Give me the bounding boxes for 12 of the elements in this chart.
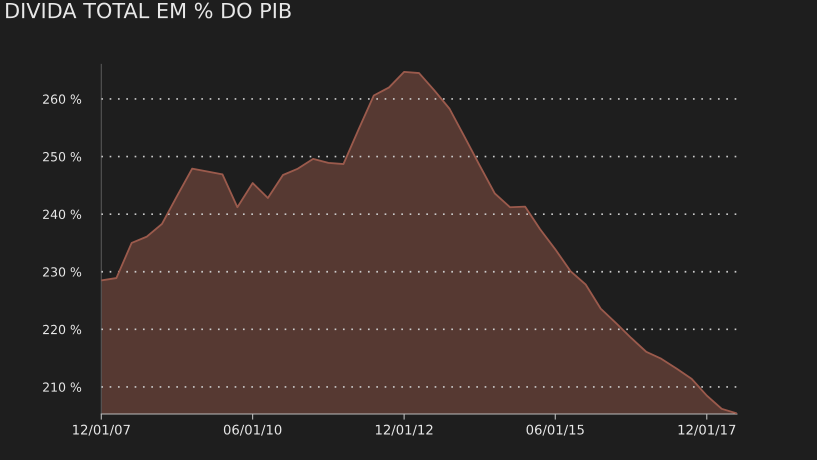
x-tick-label: 06/01/10 (224, 424, 282, 436)
x-tick-label: 12/01/07 (73, 424, 130, 436)
x-tick-label: 12/01/12 (376, 424, 432, 436)
x-tick-label: 06/01/15 (526, 424, 584, 436)
y-tick-label: 260 % (43, 94, 82, 104)
y-tick-label: 210 % (43, 382, 82, 392)
y-tick-label: 240 % (43, 210, 82, 220)
x-tick-label: 12/01/17 (678, 424, 736, 436)
chart-title: DIVIDA TOTAL EM % DO PIB (6, 2, 291, 18)
y-tick-label: 250 % (43, 152, 82, 162)
y-tick-label: 230 % (43, 267, 82, 277)
y-tick-label: 220 % (43, 324, 82, 334)
